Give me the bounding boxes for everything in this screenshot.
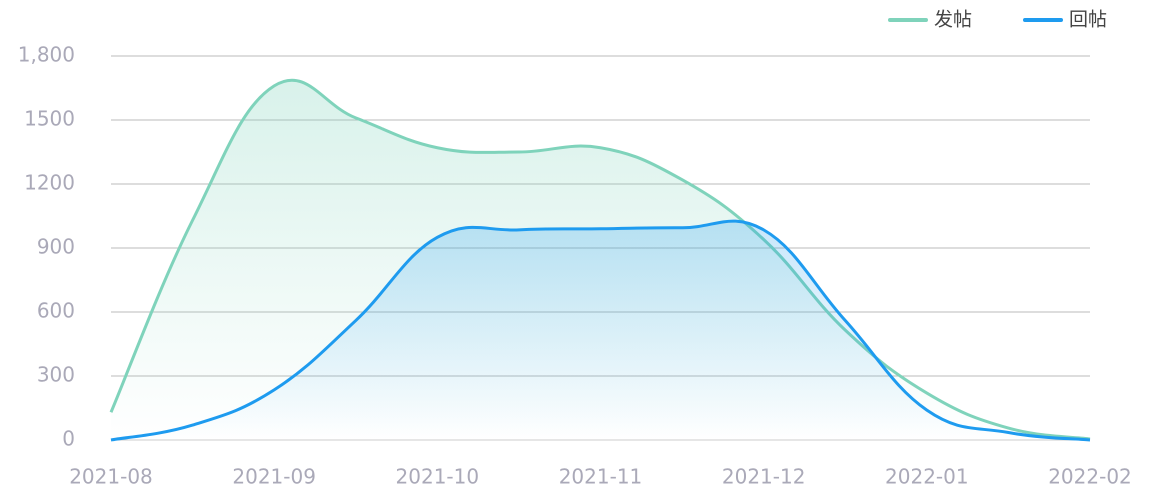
y-tick-label: 1,800	[18, 43, 75, 67]
y-tick-label: 900	[37, 235, 75, 259]
x-tick-label: 2021-09	[232, 465, 316, 489]
x-tick-label: 2022-01	[885, 465, 969, 489]
x-tick-label: 2022-02	[1048, 465, 1132, 489]
x-tick-label: 2021-08	[69, 465, 153, 489]
y-tick-label: 1200	[24, 171, 75, 195]
y-tick-label: 1500	[24, 107, 75, 131]
x-tick-label: 2021-10	[396, 465, 480, 489]
x-tick-label: 2021-11	[559, 465, 643, 489]
line	[109, 78, 1091, 441]
legend-label: 回帖	[1069, 9, 1107, 31]
line	[110, 219, 1091, 442]
legend-label: 发帖	[934, 9, 972, 31]
y-tick-label: 600	[37, 299, 75, 323]
area	[111, 221, 1090, 440]
x-tick-label: 2021-12	[722, 465, 806, 489]
y-tick-label: 0	[62, 427, 75, 451]
y-tick-label: 300	[37, 363, 75, 387]
